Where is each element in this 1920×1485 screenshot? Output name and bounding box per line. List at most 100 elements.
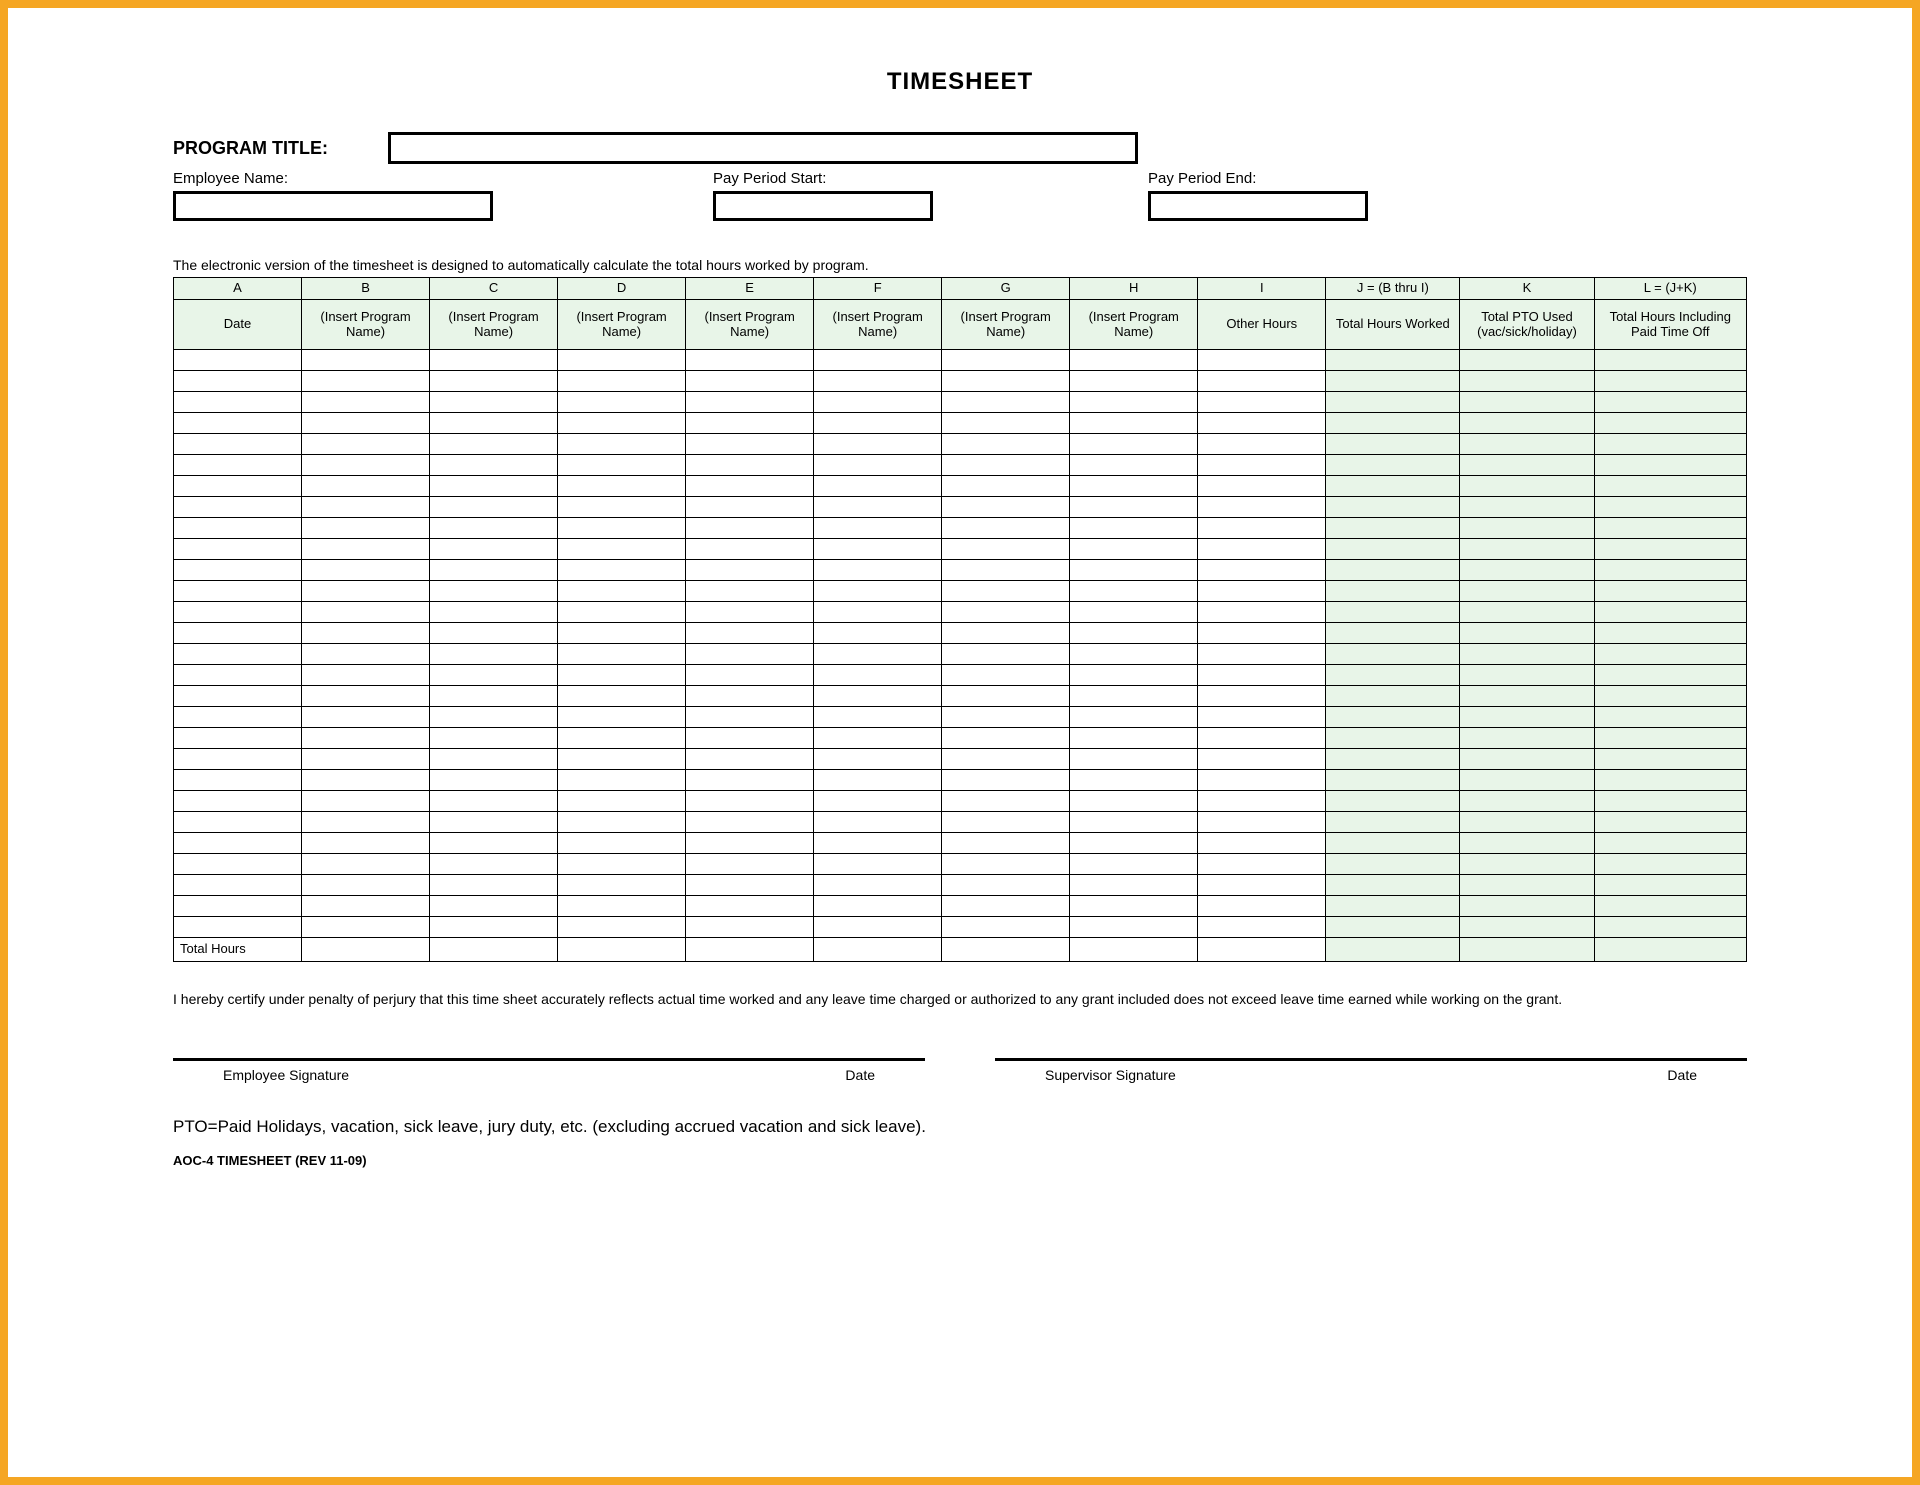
table-cell[interactable] <box>430 476 558 497</box>
table-cell[interactable] <box>558 392 686 413</box>
table-cell[interactable] <box>302 434 430 455</box>
table-cell[interactable] <box>1198 392 1326 413</box>
table-cell[interactable] <box>430 350 558 371</box>
table-cell[interactable] <box>1198 350 1326 371</box>
table-cell[interactable] <box>430 854 558 875</box>
table-cell[interactable] <box>174 602 302 623</box>
table-cell[interactable] <box>430 896 558 917</box>
table-cell[interactable] <box>1326 791 1460 812</box>
table-cell[interactable] <box>942 728 1070 749</box>
table-cell[interactable] <box>430 875 558 896</box>
table-cell[interactable] <box>1070 539 1198 560</box>
table-cell[interactable] <box>942 560 1070 581</box>
table-cell[interactable] <box>942 392 1070 413</box>
table-cell[interactable] <box>942 644 1070 665</box>
table-cell[interactable] <box>174 833 302 854</box>
table-cell[interactable] <box>1460 770 1594 791</box>
table-cell[interactable] <box>686 623 814 644</box>
table-cell[interactable] <box>814 644 942 665</box>
table-cell[interactable] <box>302 350 430 371</box>
table-cell[interactable] <box>814 455 942 476</box>
table-cell[interactable] <box>942 602 1070 623</box>
table-cell[interactable] <box>1070 350 1198 371</box>
table-cell[interactable] <box>686 707 814 728</box>
table-cell[interactable] <box>1594 770 1746 791</box>
table-cell[interactable] <box>174 770 302 791</box>
table-cell[interactable] <box>1070 791 1198 812</box>
table-cell[interactable] <box>558 749 686 770</box>
table-cell[interactable] <box>1070 434 1198 455</box>
table-cell[interactable] <box>1326 350 1460 371</box>
table-cell[interactable] <box>942 896 1070 917</box>
table-cell[interactable] <box>1198 833 1326 854</box>
table-cell[interactable] <box>814 581 942 602</box>
pay-start-input[interactable] <box>713 191 933 221</box>
table-cell[interactable] <box>174 896 302 917</box>
table-cell[interactable] <box>1070 476 1198 497</box>
table-cell[interactable] <box>430 644 558 665</box>
table-cell[interactable] <box>1326 728 1460 749</box>
table-cell[interactable] <box>942 686 1070 707</box>
table-cell[interactable] <box>1326 896 1460 917</box>
table-cell[interactable] <box>1326 560 1460 581</box>
table-cell[interactable] <box>1594 728 1746 749</box>
table-cell[interactable] <box>1070 455 1198 476</box>
table-cell[interactable] <box>1070 413 1198 434</box>
table-cell[interactable] <box>558 770 686 791</box>
table-cell[interactable] <box>302 854 430 875</box>
table-cell[interactable] <box>1460 350 1594 371</box>
table-cell[interactable] <box>814 791 942 812</box>
table-cell[interactable] <box>1198 665 1326 686</box>
table-cell[interactable] <box>1070 392 1198 413</box>
table-cell[interactable] <box>1594 791 1746 812</box>
table-cell[interactable] <box>430 602 558 623</box>
table-cell[interactable] <box>1594 350 1746 371</box>
table-cell[interactable] <box>1594 833 1746 854</box>
table-cell[interactable] <box>558 518 686 539</box>
table-cell[interactable] <box>1198 686 1326 707</box>
table-cell[interactable] <box>686 476 814 497</box>
table-cell[interactable] <box>814 770 942 791</box>
table-cell[interactable] <box>686 497 814 518</box>
table-cell[interactable] <box>686 896 814 917</box>
table-cell[interactable] <box>174 917 302 938</box>
table-cell[interactable] <box>1326 875 1460 896</box>
table-cell[interactable] <box>302 896 430 917</box>
table-cell[interactable] <box>1594 476 1746 497</box>
table-cell[interactable] <box>302 413 430 434</box>
table-cell[interactable] <box>174 875 302 896</box>
table-cell[interactable] <box>558 665 686 686</box>
table-cell[interactable] <box>1594 707 1746 728</box>
table-cell[interactable] <box>942 476 1070 497</box>
table-cell[interactable] <box>686 854 814 875</box>
table-cell[interactable] <box>558 833 686 854</box>
table-cell[interactable] <box>1594 413 1746 434</box>
table-cell[interactable] <box>1460 497 1594 518</box>
table-cell[interactable] <box>1070 581 1198 602</box>
table-cell[interactable] <box>430 392 558 413</box>
table-cell[interactable] <box>1326 371 1460 392</box>
pay-end-input[interactable] <box>1148 191 1368 221</box>
table-cell[interactable] <box>814 539 942 560</box>
table-cell[interactable] <box>686 602 814 623</box>
table-cell[interactable] <box>1198 497 1326 518</box>
table-cell[interactable] <box>686 539 814 560</box>
table-cell[interactable] <box>174 371 302 392</box>
table-cell[interactable] <box>942 665 1070 686</box>
table-cell[interactable] <box>1326 707 1460 728</box>
table-cell[interactable] <box>1460 686 1594 707</box>
table-cell[interactable] <box>1326 392 1460 413</box>
table-cell[interactable] <box>814 602 942 623</box>
table-cell[interactable] <box>814 413 942 434</box>
table-cell[interactable] <box>302 560 430 581</box>
table-cell[interactable] <box>686 665 814 686</box>
table-cell[interactable] <box>942 791 1070 812</box>
employee-name-input[interactable] <box>173 191 493 221</box>
table-cell[interactable] <box>942 770 1070 791</box>
table-cell[interactable] <box>686 350 814 371</box>
table-cell[interactable] <box>1070 917 1198 938</box>
table-cell[interactable] <box>302 812 430 833</box>
table-cell[interactable] <box>1198 476 1326 497</box>
table-cell[interactable] <box>1594 602 1746 623</box>
table-cell[interactable] <box>302 686 430 707</box>
